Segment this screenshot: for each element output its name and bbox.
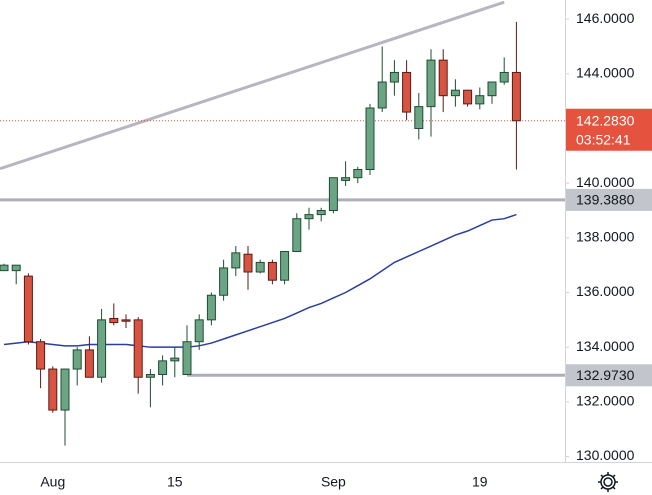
last-price-box xyxy=(566,108,652,151)
x-tick-label: Aug xyxy=(40,474,65,490)
candle-body xyxy=(328,177,338,211)
y-tick-label: 132.0000 xyxy=(576,393,635,409)
candle-body xyxy=(365,107,375,170)
candle-body xyxy=(304,214,314,220)
candle-body xyxy=(194,319,204,343)
candle-body xyxy=(511,71,521,122)
y-tick-label: 138.0000 xyxy=(576,229,635,245)
candle-body xyxy=(463,89,473,105)
candle-body xyxy=(450,89,460,97)
candle-body xyxy=(414,106,424,129)
candle-body xyxy=(255,261,265,273)
y-tick-label: 146.0000 xyxy=(576,10,635,26)
level-label-box xyxy=(566,188,652,211)
candle-body xyxy=(158,360,168,376)
settings-icon[interactable] xyxy=(598,472,618,492)
candle-body xyxy=(109,317,119,324)
candle-body xyxy=(60,368,70,411)
candle-body xyxy=(231,252,241,269)
x-tick-label: Sep xyxy=(321,474,346,490)
candle-body xyxy=(182,341,192,376)
candle-body xyxy=(292,218,302,253)
candle-body xyxy=(145,374,155,378)
last-price-label: 142.2830 xyxy=(576,112,635,128)
candle-body xyxy=(475,95,485,105)
candle-body xyxy=(499,71,509,83)
candle-body xyxy=(438,59,448,97)
candle-body xyxy=(389,71,399,83)
candle-body xyxy=(353,168,363,179)
candle-body xyxy=(23,275,33,343)
candle-body xyxy=(280,251,290,281)
candle-body xyxy=(11,264,21,272)
candle-body xyxy=(377,81,387,109)
candle-body xyxy=(206,294,216,321)
candle-body xyxy=(341,177,351,181)
level-label: 132.9730 xyxy=(576,367,635,383)
candle-body xyxy=(72,349,82,370)
candle-body xyxy=(487,81,497,97)
candle-body xyxy=(243,253,253,273)
candle-body xyxy=(133,319,143,378)
candle-body xyxy=(316,209,326,216)
x-tick-label: 19 xyxy=(472,474,488,490)
plot-area xyxy=(0,0,565,446)
level-label: 139.3880 xyxy=(576,192,635,208)
y-tick-label: 136.0000 xyxy=(576,283,635,299)
candle-body xyxy=(121,319,131,322)
candle-body xyxy=(170,357,180,362)
x-tick-label: 15 xyxy=(167,474,183,490)
level-label-box xyxy=(566,364,652,387)
y-tick-label: 144.0000 xyxy=(576,65,635,81)
countdown-label: 03:52:41 xyxy=(576,131,631,147)
trendline xyxy=(0,0,505,171)
candle-body xyxy=(36,341,46,370)
candle-body xyxy=(426,59,436,108)
candle-body xyxy=(402,71,412,113)
candle-body xyxy=(97,319,107,378)
y-tick-label: 140.0000 xyxy=(576,174,635,190)
candle-body xyxy=(267,261,277,281)
y-tick-label: 134.0000 xyxy=(576,338,635,354)
candle-body xyxy=(48,368,58,411)
candle-body xyxy=(0,264,9,272)
candle-body xyxy=(219,267,229,296)
y-tick-label: 130.0000 xyxy=(576,447,635,463)
candle-body xyxy=(84,349,94,378)
